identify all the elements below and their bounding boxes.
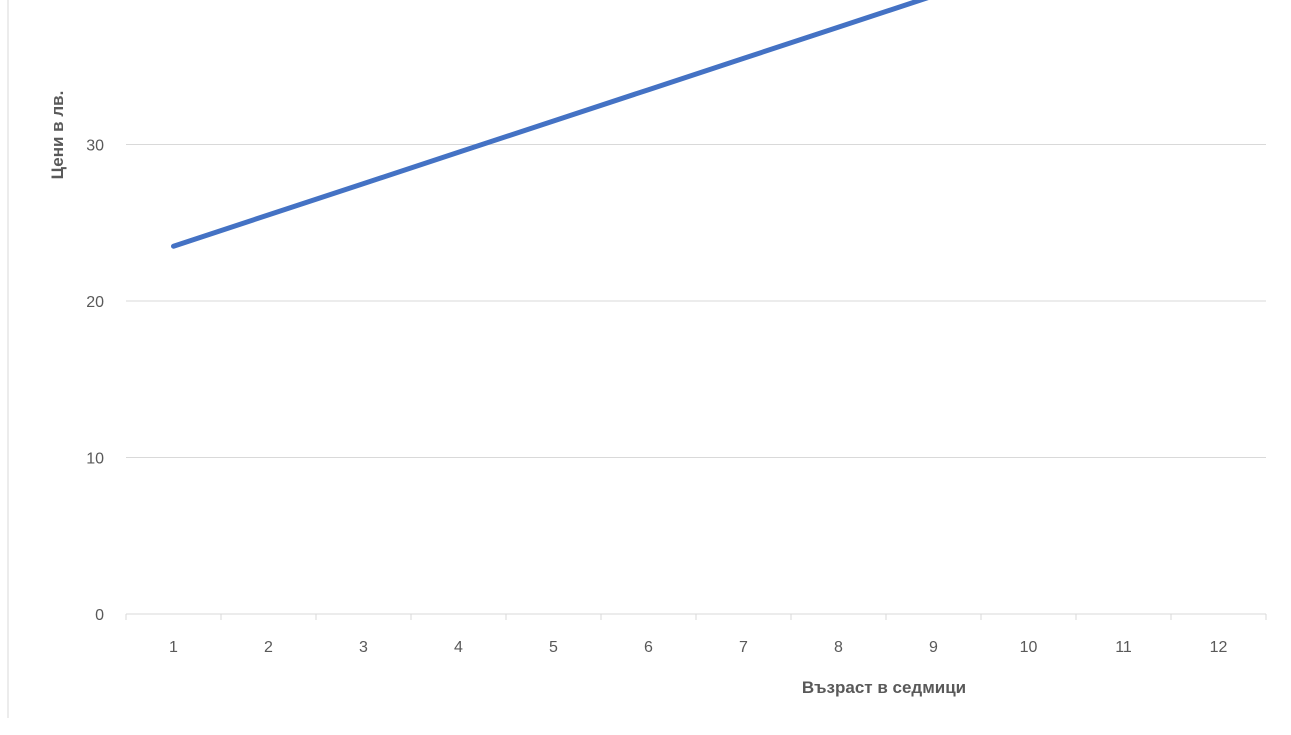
x-tick-label: 1 <box>169 639 178 656</box>
x-axis <box>125 613 1267 620</box>
x-tick-label: 6 <box>644 639 653 656</box>
x-tick-labels: 1 2 3 4 5 6 7 8 9 10 11 12 <box>169 639 1227 656</box>
series-layer <box>171 0 929 249</box>
x-tick-label: 10 <box>1020 639 1038 656</box>
x-tick-label: 4 <box>454 639 463 656</box>
y-tick-labels: 0 10 20 30 <box>86 138 104 625</box>
x-axis-title: Възраст в седмици <box>802 678 966 697</box>
y-tick-label: 20 <box>86 294 104 311</box>
x-tick-label: 2 <box>264 639 273 656</box>
x-tick-label: 7 <box>739 639 748 656</box>
x-tick-label: 12 <box>1210 639 1228 656</box>
x-tick-label: 8 <box>834 639 843 656</box>
x-tick-label: 3 <box>359 639 368 656</box>
y-axis-title: Цени в лв. <box>48 91 67 180</box>
x-tick-label: 9 <box>929 639 938 656</box>
y-tick-label: 30 <box>86 138 104 155</box>
gridlines <box>126 144 1266 458</box>
x-tick-label: 5 <box>549 639 558 656</box>
y-tick-label: 10 <box>86 451 104 468</box>
y-tick-label: 0 <box>95 607 104 624</box>
x-tick-label: 11 <box>1115 639 1132 656</box>
series-line-0 <box>171 0 929 249</box>
